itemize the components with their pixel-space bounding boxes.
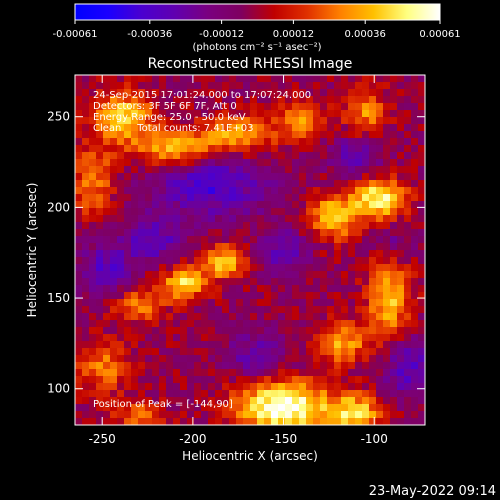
- y-tick-label: 200: [47, 200, 70, 214]
- colorbar-tick-label: -0.00061: [53, 29, 98, 40]
- colorbar-tick-label: -0.00036: [127, 29, 172, 40]
- plot-frame: [74, 74, 426, 426]
- annotation-clean-counts: Clean Total counts: 7.41E+03: [93, 123, 253, 134]
- colorbar-tick-label: 0.00036: [345, 29, 386, 40]
- y-axis-label: Heliocentric Y (arcsec): [25, 183, 39, 318]
- render-timestamp: 23-May-2022 09:14: [369, 484, 496, 499]
- peak-position-label: Position of Peak = [-144,90]: [93, 399, 233, 410]
- heatmap-image: [75, 75, 426, 426]
- x-axis-label: Heliocentric X (arcsec): [182, 449, 318, 463]
- x-axis-ticks: -250 -200 -150 -100: [89, 75, 388, 446]
- y-tick-label: 250: [47, 110, 70, 124]
- colorbar-units: (photons cm⁻² s⁻¹ asec⁻²): [192, 42, 321, 53]
- y-tick-label: 150: [47, 291, 70, 305]
- x-tick-label: -100: [361, 432, 388, 446]
- y-tick-label: 100: [47, 382, 70, 396]
- colorbar-tick-label: 0.00012: [273, 29, 314, 40]
- chart-title: Reconstructed RHESSI Image: [148, 56, 353, 72]
- y-axis-ticks: 100 150 200 250: [47, 110, 425, 396]
- colorbar-ticks: -0.00061 -0.00036 -0.00012 0.00012 0.00036 0.…: [53, 20, 461, 40]
- annotation-detectors: Detectors: 3F 5F 6F 7F, Att 0: [93, 101, 237, 112]
- colorbar-tick-label: 0.00061: [419, 29, 460, 40]
- x-tick-label: -200: [179, 432, 206, 446]
- x-tick-label: -250: [89, 432, 116, 446]
- annotation-energy: Energy Range: 25.0 - 50.0 keV: [93, 112, 246, 123]
- annotation-time-range: 24-Sep-2015 17:01:24.000 to 17:07:24.000: [93, 90, 311, 101]
- x-tick-label: -150: [270, 432, 297, 446]
- colorbar: [74, 3, 441, 21]
- colorbar-tick-label: -0.00012: [199, 29, 244, 40]
